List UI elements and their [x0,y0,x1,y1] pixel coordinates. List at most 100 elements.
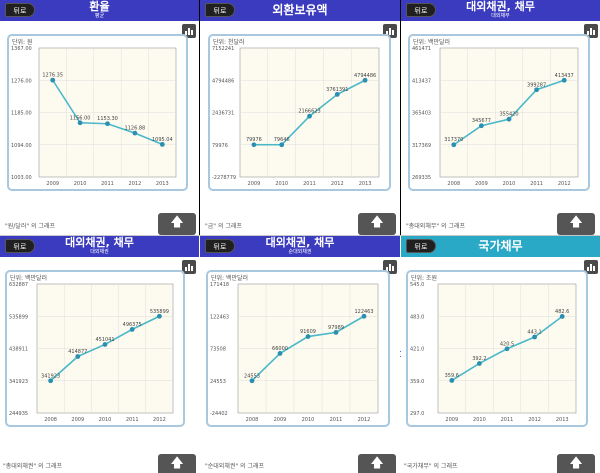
scroll-top-button[interactable]: 🡅 [158,213,196,235]
bar-chart-icon [392,266,394,271]
page-title: 대외채권, 채무 [466,0,535,13]
divider-right [400,0,401,235]
y-tick-label: 297.0 [410,411,424,417]
divider-center [0,235,600,236]
data-point [251,142,257,148]
x-tick-label: 2009 [445,417,458,423]
back-button[interactable]: 뒤로 [406,3,436,17]
x-tick-label: 2008 [447,181,460,187]
bar-chart-icon [185,31,187,35]
data-point [333,329,339,335]
panel-3: 뒤로 대외채권, 채무 대외채무 단위: 백만달러 461471 413437 365403… [401,0,600,235]
x-tick-label: 2010 [503,181,516,187]
data-point [532,334,537,340]
x-tick-label: 2009 [274,417,287,423]
x-tick-label: 2010 [74,181,87,187]
back-button[interactable]: 뒤로 [5,239,35,253]
x-tick-label: 2010 [302,417,315,423]
graph-caption: "순대외채권" 의 그래프 [205,463,265,470]
y-tick-label: 365403 [412,111,431,117]
x-tick-label: 2013 [556,417,569,423]
scroll-top-button[interactable]: 🡅 [358,454,396,473]
x-tick-label: 2008 [246,417,259,423]
data-label: 359.6 [445,373,459,379]
chart-type-button[interactable] [182,260,196,274]
bar-chart-icon [191,266,193,271]
y-tick-label: 545.0 [410,282,424,288]
graph-caption: "국가채무" 의 그래프 [404,463,458,470]
data-label: 97989 [328,325,344,331]
scroll-top-button[interactable]: 🡅 [557,454,595,473]
y-tick-label: 1276.00 [11,78,32,84]
chart-card: 단위: 천달러 7152241 4794486 2436731 79976 -227877… [208,34,391,191]
y-tick-label: 535899 [9,314,28,320]
data-point [506,116,512,122]
bar-chart-icon [386,267,388,271]
data-label: 413437 [555,73,574,79]
header-bar: 뒤로 외환보유액 [200,0,400,21]
chart-type-button[interactable] [584,260,598,274]
data-label: 414877 [68,349,87,355]
y-tick-label: 461471 [412,46,431,52]
back-button[interactable]: 뒤로 [205,239,235,253]
data-point [361,313,367,319]
x-tick-label: 2008 [44,417,57,423]
chart-card: 단위: 백만달러 171418 122463 73508 24553 -24402 2008… [206,270,390,427]
panel-5: 뒤로 대외채권, 채무 순대외채권 단위: 백만달러 171418 122463 73508… [200,236,400,473]
unit-label: 단위: 조원 [411,274,437,282]
graph-caption: "금" 의 그래프 [205,223,242,230]
data-label: 420.5 [500,341,514,347]
scroll-top-button[interactable]: 🡅 [158,454,196,473]
data-point [50,77,56,83]
data-point [479,123,484,129]
bar-chart-icon [593,266,595,271]
x-tick-label: 2011 [530,181,543,187]
data-label: 66000 [272,346,288,352]
data-point [279,142,285,148]
y-tick-label: 1094.00 [11,143,32,149]
bar-chart-icon [587,31,589,35]
data-point [334,91,340,97]
page-subtitle: 순대외채권 [288,249,312,255]
page-title: 국가채무 [478,239,523,253]
y-tick-label: 269335 [412,175,431,181]
chart-card: 단위: 원 1367.00 1276.00 1185.00 1094.00 1003.00… [7,34,188,191]
data-point [77,120,83,126]
data-point [102,342,108,347]
page-title: 대외채권, 채무 [65,236,134,249]
x-tick-label: 2012 [358,417,371,423]
y-tick-label: 79976 [212,143,228,149]
chart-card: 단위: 백만달러 632887 535899 438911 341923 244935 20… [5,270,185,427]
x-tick-label: 2011 [126,417,139,423]
scroll-top-button[interactable]: 🡅 [557,213,595,235]
x-tick-label: 2009 [46,181,59,187]
back-button[interactable]: 뒤로 [5,3,35,17]
back-button[interactable]: 뒤로 [205,3,235,17]
bar-chart-icon [389,28,391,35]
data-label: 496375 [123,322,142,328]
data-point [105,121,110,127]
y-tick-label: 359.0 [410,379,424,385]
page-subtitle: 대외채권 [90,249,109,255]
data-label: 317370 [444,137,463,143]
x-tick-label: 2012 [129,181,142,187]
y-tick-label: 1185.00 [11,111,32,117]
data-label: 79646 [274,137,290,143]
scroll-top-button[interactable]: 🡅 [358,213,396,235]
data-point [305,334,311,339]
bar-chart-icon [587,267,589,271]
data-label: 122463 [354,309,373,315]
header-bar: 뒤로 국가채무 [401,236,600,257]
bar-chart-icon [191,30,193,35]
data-label: 3761391 [326,87,348,93]
data-label: 1095.04 [152,137,173,143]
back-button[interactable]: 뒤로 [406,239,436,253]
data-point [449,378,455,383]
up-arrow-icon: 🡅 [569,215,583,230]
x-tick-label: 2012 [331,181,344,187]
